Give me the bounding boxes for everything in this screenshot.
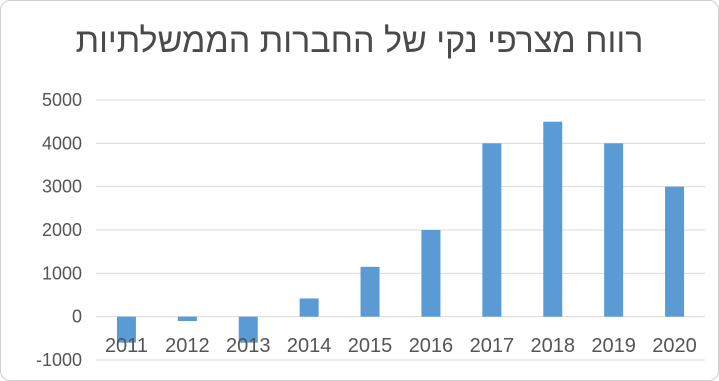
y-axis-tick-labels: -1000 0 1000 2000 3000 4000 5000 <box>36 90 82 370</box>
x-category-label: 2014 <box>287 335 332 357</box>
bar-2016 <box>421 230 441 317</box>
chart-title: רווח מצרפי נקי של החברות הממשלתיות <box>75 22 644 60</box>
y-tick-label: 4000 <box>42 133 82 153</box>
y-tick-label: 3000 <box>42 177 82 197</box>
bar-2012 <box>177 316 197 321</box>
x-category-label: 2020 <box>652 335 697 357</box>
x-category-label: 2013 <box>226 335 271 357</box>
bar-2015 <box>360 266 380 317</box>
x-category-label: 2018 <box>531 335 576 357</box>
x-category-label: 2012 <box>165 335 210 357</box>
y-tick-label: 1000 <box>42 263 82 283</box>
y-tick-label: 2000 <box>42 220 82 240</box>
x-axis-category-labels: 2011 2012 2013 2014 2015 2016 2017 2018 2019 2020 <box>105 335 697 357</box>
x-category-label: 2019 <box>591 335 636 357</box>
x-category-label: 2011 <box>105 335 148 357</box>
y-tick-label: 0 <box>72 307 82 327</box>
bar-2011 <box>116 316 136 343</box>
x-category-label: 2017 <box>470 335 515 357</box>
bar-2018 <box>543 121 563 317</box>
gridlines <box>96 99 705 361</box>
bar-2014 <box>299 298 319 317</box>
bar-2013 <box>238 316 258 343</box>
bars <box>116 121 685 343</box>
y-tick-label: -1000 <box>36 350 82 370</box>
x-category-label: 2016 <box>409 335 454 357</box>
bar-2019 <box>604 143 624 317</box>
bar-2020 <box>665 186 685 317</box>
x-category-label: 2015 <box>348 335 393 357</box>
bar-2017 <box>482 143 502 317</box>
y-tick-label: 5000 <box>42 90 82 110</box>
